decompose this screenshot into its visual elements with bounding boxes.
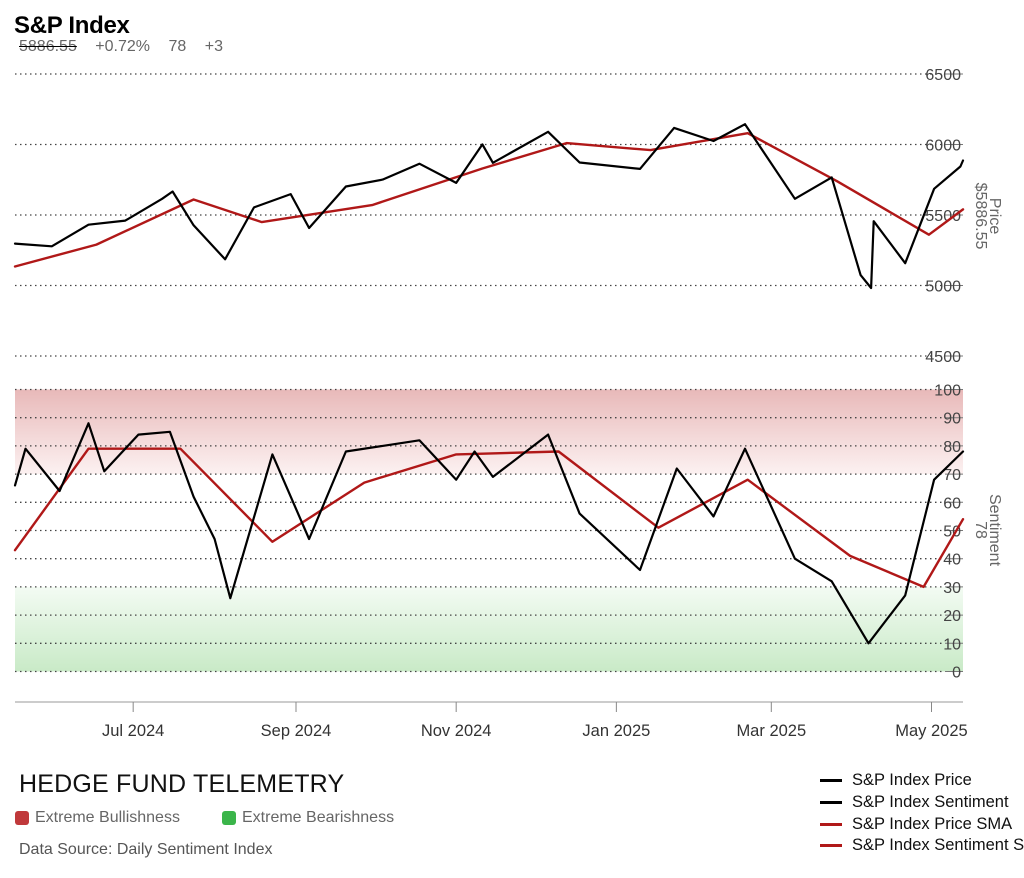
sentiment-tick-label: 60 <box>943 495 961 512</box>
sentiment-tick-label: 40 <box>943 552 961 569</box>
chart-title: S&P Index <box>14 12 130 39</box>
current-sentiment: 78 <box>168 38 187 55</box>
x-tick-label: Sep 2024 <box>261 722 332 740</box>
sentiment-tick-label: 20 <box>943 608 961 625</box>
sentiment-tick-label: 70 <box>943 467 961 484</box>
price-tick-label: 6500 <box>925 67 961 84</box>
bearish-swatch <box>222 811 236 825</box>
sentiment-sma-line <box>13 447 965 589</box>
sentiment-change: +3 <box>204 38 223 55</box>
x-tick-label: Jan 2025 <box>582 722 650 740</box>
legend-label-price: S&P Index Price <box>852 771 972 790</box>
legend-label-price-sma: S&P Index Price SMA <box>852 814 1013 833</box>
price-tick-label: 6000 <box>925 138 961 155</box>
sentiment-tick-label: 50 <box>943 524 961 541</box>
legend-line-price-sma <box>820 822 842 826</box>
price-axis-title: Price <box>986 198 1003 235</box>
price-line <box>13 123 965 290</box>
x-tick-label: Nov 2024 <box>421 722 492 740</box>
sentiment-tick-label: 10 <box>943 636 961 653</box>
legend-item-sentiment-sma[interactable]: S&P Index Sentiment SMA <box>820 835 1024 857</box>
price-tick-label: 4500 <box>925 349 961 366</box>
price-sma-line <box>13 131 965 268</box>
price-tick-label: 5000 <box>925 279 961 296</box>
sentiment-tick-label: 100 <box>934 383 961 400</box>
x-tick-label: Jul 2024 <box>102 722 164 740</box>
sentiment-tick-label: 0 <box>952 665 961 682</box>
header-stats: 5886.55 +0.72% 78 +3 <box>19 38 237 56</box>
bullish-zone <box>15 389 963 475</box>
legend-line-sentiment <box>820 801 842 805</box>
data-source: Data Source: Daily Sentiment Index <box>19 841 273 858</box>
legend-line-sentiment-sma <box>820 844 842 848</box>
legend-item-price[interactable]: S&P Index Price <box>820 770 1024 792</box>
sentiment-axis-current: 78 <box>972 521 989 539</box>
sentiment-line <box>13 422 965 645</box>
sentiment-tick-label: 80 <box>943 439 961 456</box>
sentiment-axis-title: Sentiment <box>986 494 1003 567</box>
bullish-swatch <box>15 811 29 825</box>
brand-name: HEDGE FUND TELEMETRY <box>19 770 345 798</box>
price-tick-label: 5500 <box>925 208 961 225</box>
bearish-zone <box>15 586 963 672</box>
bullish-legend: Extreme Bullishness <box>15 809 180 827</box>
legend-label-sentiment-sma: S&P Index Sentiment SMA <box>852 836 1024 855</box>
bullish-legend-label: Extreme Bullishness <box>35 809 180 826</box>
legend-label-sentiment: S&P Index Sentiment <box>852 793 1009 812</box>
x-tick-label: May 2025 <box>895 722 967 740</box>
price-axis-current: $5886.55 <box>972 183 989 250</box>
bearish-legend: Extreme Bearishness <box>222 809 394 827</box>
legend-line-price <box>820 779 842 783</box>
current-price: 5886.55 <box>19 38 77 55</box>
legend-item-price-sma[interactable]: S&P Index Price SMA <box>820 813 1024 835</box>
series-legend: S&P Index Price S&P Index Sentiment S&P … <box>820 770 1024 857</box>
price-change: +0.72% <box>95 38 151 55</box>
sentiment-tick-label: 90 <box>943 411 961 428</box>
sentiment-tick-label: 30 <box>943 580 961 597</box>
bearish-legend-label: Extreme Bearishness <box>242 809 395 826</box>
legend-item-sentiment[interactable]: S&P Index Sentiment <box>820 792 1024 814</box>
x-tick-label: Mar 2025 <box>736 722 806 740</box>
